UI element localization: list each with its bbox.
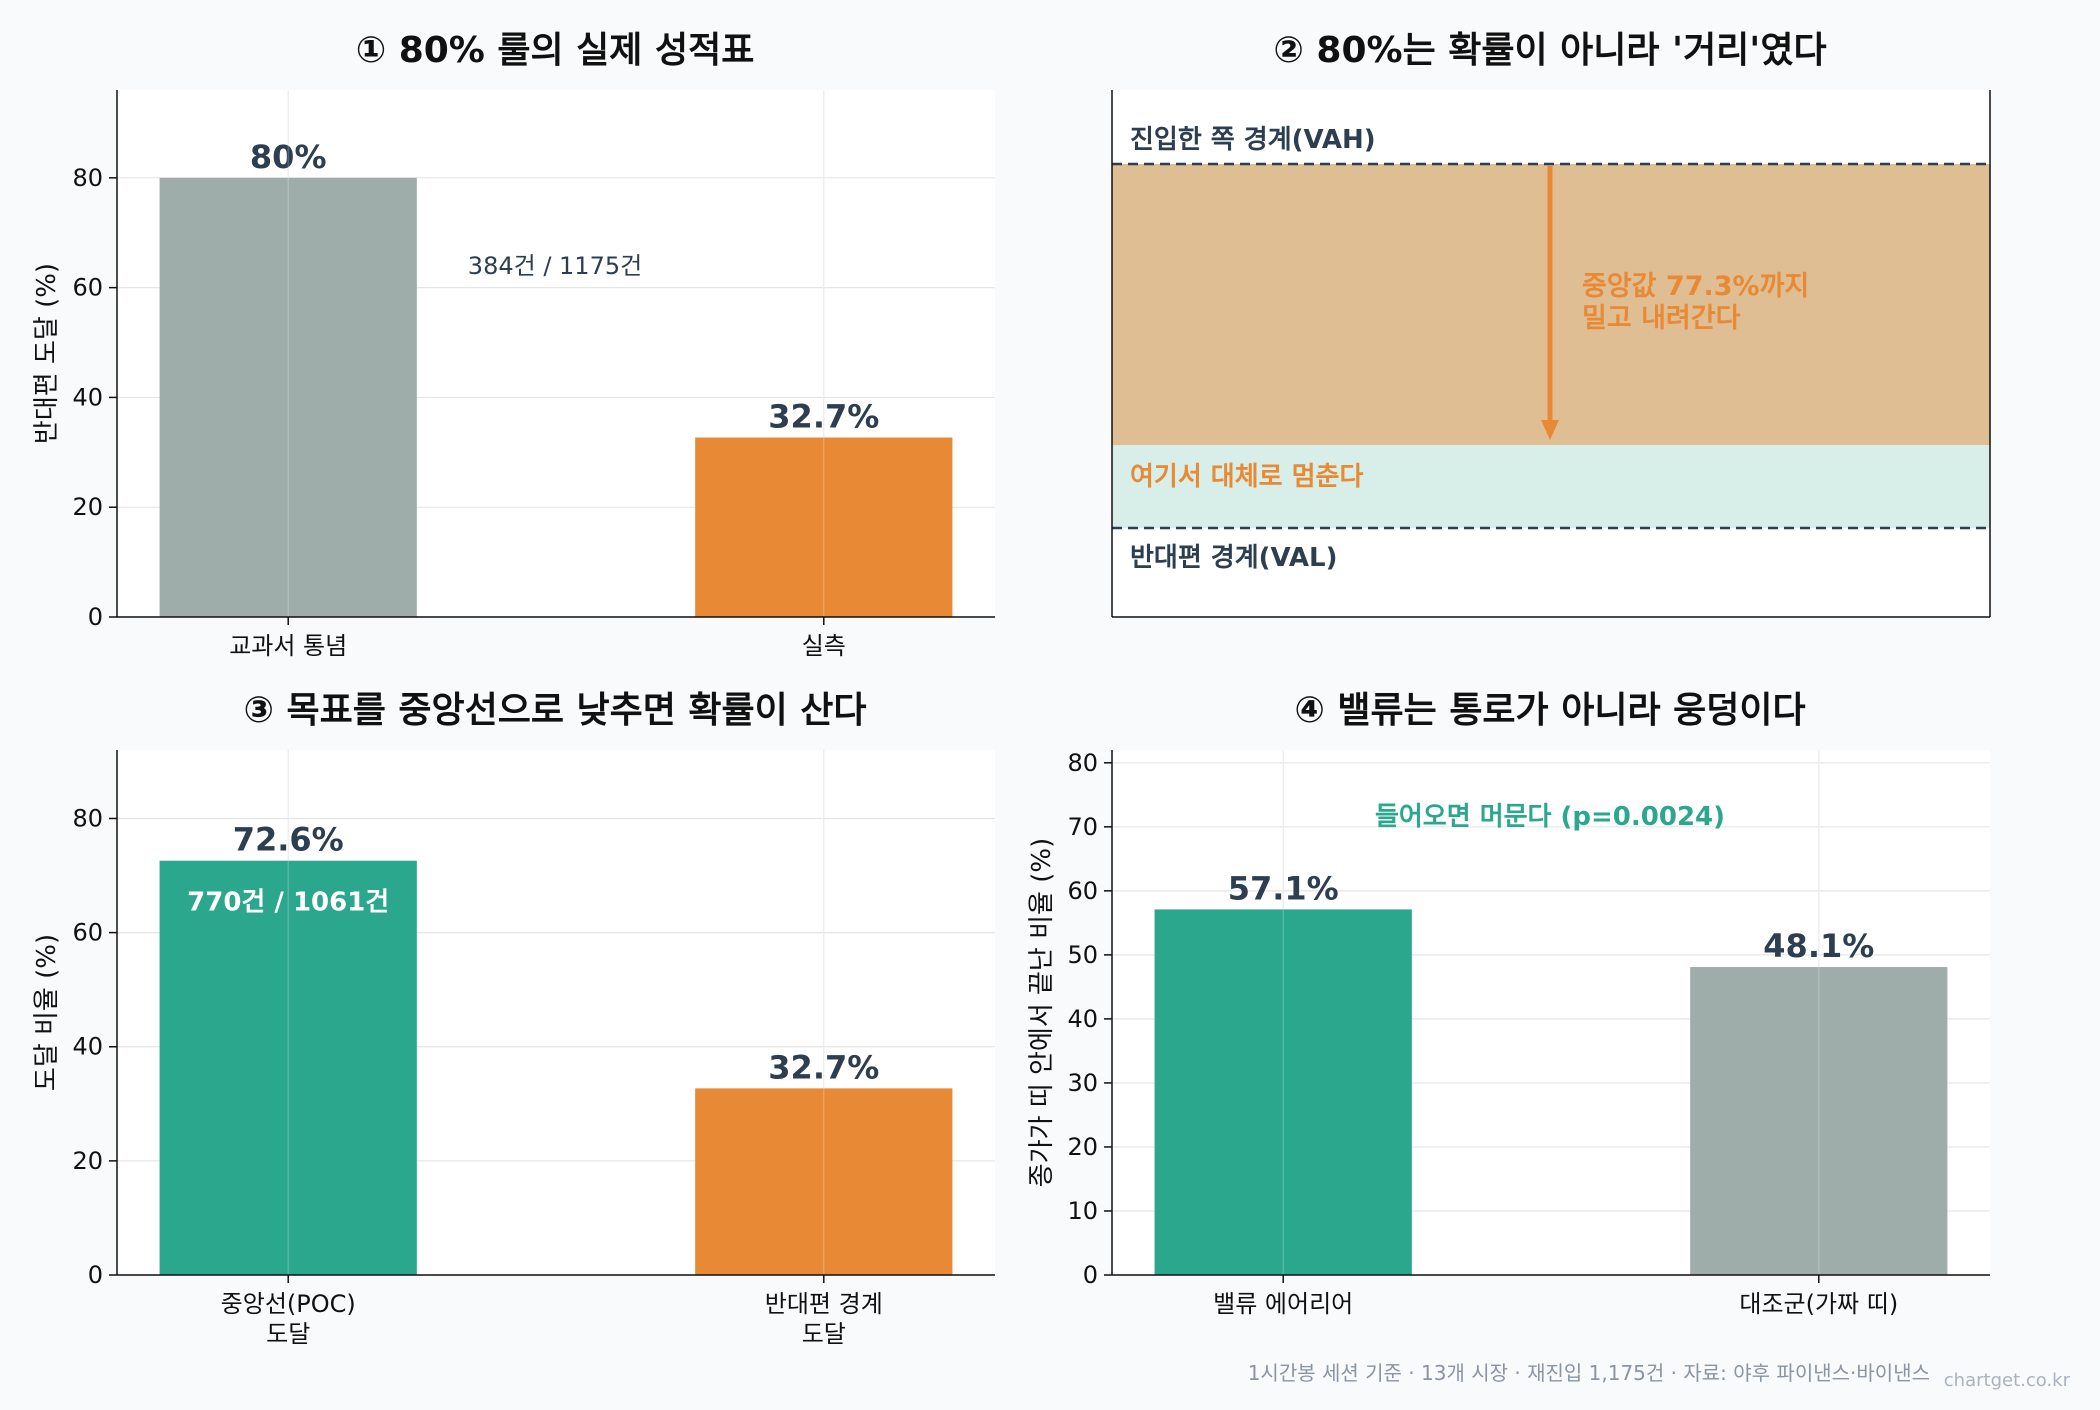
y-tick-label: 20 xyxy=(72,493,103,521)
arrow-text-line2: 밀고 내려간다 xyxy=(1582,303,1741,334)
chart-title: ② 80%는 확률이 아니라 '거리'였다 xyxy=(1273,30,1826,71)
bar xyxy=(695,437,953,617)
x-tick-label: 밸류 에어리어 xyxy=(1213,1290,1353,1318)
chart-title: ④ 밸류는 통로가 아니라 웅덩이다 xyxy=(1294,690,1805,731)
stop-zone xyxy=(1112,445,1990,528)
bar-count-annotation: 770건 / 1061건 xyxy=(187,888,389,918)
y-tick-label: 0 xyxy=(88,1261,103,1289)
bar-value-label: 32.7% xyxy=(768,1048,879,1086)
plot-area: 0 20 40 60 80 72.6% 32.7% 중앙선(POC) 도달 반대편 경계 도달 도달 … xyxy=(32,750,995,1348)
distance-diagram: ② 80%는 확률이 아니라 '거리'였다 진입한 쪽 경계(VAH) 반대편 … xyxy=(1111,30,1991,618)
bar xyxy=(159,177,417,618)
plot-area: 0 10 20 30 40 50 60 70 80 57.1% 48.1% 밸류 에어리어 대조군(가짜… xyxy=(1027,749,1990,1318)
count-annotation: 384건 / 1175건 xyxy=(468,252,642,280)
chart-value-area: ④ 밸류는 통로가 아니라 웅덩이다 0 10 20 30 40 50 60 70 80 57.1… xyxy=(1027,690,1990,1318)
chart-title: ① 80% 룰의 실제 성적표 xyxy=(356,30,755,71)
bar xyxy=(1690,967,1948,1275)
y-tick-label: 10 xyxy=(1067,1197,1098,1225)
y-tick-label: 60 xyxy=(1067,877,1098,905)
y-tick-label: 50 xyxy=(1067,941,1098,969)
bar-value-label: 48.1% xyxy=(1763,927,1874,965)
y-axis-label: 종가가 띠 안에서 끝난 비율 (%) xyxy=(1027,838,1057,1187)
arrow-head xyxy=(1541,420,1559,440)
bar xyxy=(159,860,417,1275)
bar-value-label: 57.1% xyxy=(1228,869,1339,907)
x-tick-label: 중앙선(POC) 도달 xyxy=(221,1290,356,1348)
y-tick-label: 60 xyxy=(72,274,103,302)
y-tick-label: 80 xyxy=(72,164,103,192)
y-tick-label: 40 xyxy=(72,1033,103,1061)
bar xyxy=(695,1088,953,1275)
y-tick-label: 80 xyxy=(72,804,103,832)
bar-value-label: 72.6% xyxy=(233,821,344,859)
chart-title: ③ 목표를 중앙선으로 낮추면 확률이 산다 xyxy=(243,690,866,731)
y-axis-label: 도달 비율 (%) xyxy=(32,934,62,1091)
y-tick-label: 20 xyxy=(72,1147,103,1175)
bar-value-label: 80% xyxy=(250,138,327,176)
footer-source: 1시간봉 세션 기준 · 13개 시장 · 재진입 1,175건 · 자료: 야… xyxy=(1248,1361,1930,1385)
y-tick-label: 70 xyxy=(1067,813,1098,841)
significance-annotation: 들어오면 머문다 (p=0.0024) xyxy=(1375,802,1725,832)
y-tick-label: 0 xyxy=(1083,1261,1098,1289)
y-tick-label: 0 xyxy=(88,603,103,631)
x-tick-label: 반대편 경계 도달 xyxy=(765,1290,883,1348)
y-tick-label: 30 xyxy=(1067,1069,1098,1097)
plot-area: 0 20 40 60 80 80% 32.7% 교과서 통념 실측 반대편 도달 (%) 384건 … xyxy=(32,90,995,660)
watermark: chartget.co.kr xyxy=(1944,1370,2071,1391)
chart-reach-rate: ① 80% 룰의 실제 성적표 0 20 40 60 80 80% 32.7% 교과서 통념 실… xyxy=(32,30,995,660)
bar xyxy=(1154,909,1412,1275)
stop-zone-label: 여기서 대체로 멈춘다 xyxy=(1130,462,1363,492)
chart-target-reach: ③ 목표를 중앙선으로 낮추면 확률이 산다 0 20 40 60 80 72.6% 32.… xyxy=(32,690,995,1348)
bar-value-label: 32.7% xyxy=(768,397,879,435)
y-tick-label: 40 xyxy=(72,383,103,411)
vah-label: 진입한 쪽 경계(VAH) xyxy=(1130,125,1376,155)
val-label: 반대편 경계(VAL) xyxy=(1130,543,1337,573)
x-tick-label: 대조군(가짜 띠) xyxy=(1739,1290,1898,1318)
x-tick-label: 교과서 통념 xyxy=(229,632,347,660)
y-axis-label: 반대편 도달 (%) xyxy=(32,263,62,444)
y-tick-label: 40 xyxy=(1067,1005,1098,1033)
arrow-text-line1: 중앙값 77.3%까지 xyxy=(1582,271,1809,302)
y-tick-label: 20 xyxy=(1067,1133,1098,1161)
x-tick-label: 실측 xyxy=(802,632,846,660)
y-tick-label: 80 xyxy=(1067,749,1098,777)
y-tick-label: 60 xyxy=(72,919,103,947)
